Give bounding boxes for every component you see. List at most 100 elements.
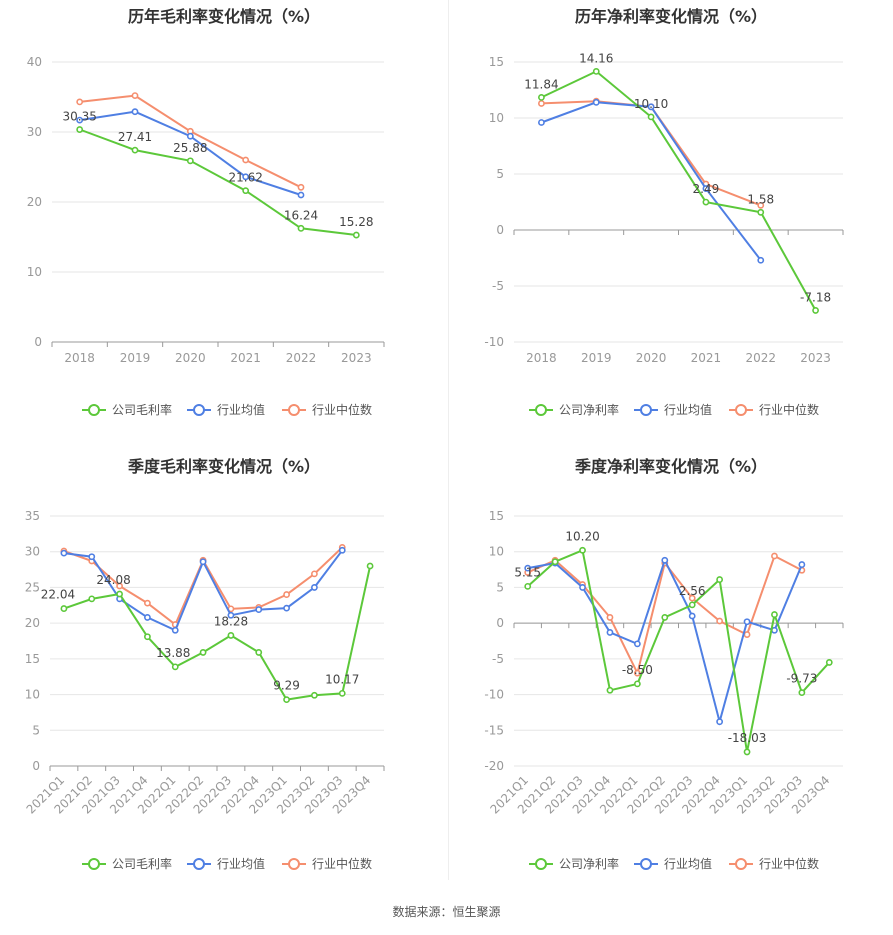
chart-title: 季度毛利率变化情况（%） xyxy=(127,457,320,476)
data-point-median xyxy=(76,98,84,106)
legend-label: 行业均值 xyxy=(217,856,265,871)
data-point-median xyxy=(283,591,290,598)
data-point-company xyxy=(283,696,290,704)
data-point-company xyxy=(716,576,724,583)
data-point-avg xyxy=(716,718,724,726)
data-point-median xyxy=(144,599,151,607)
data-point-company xyxy=(606,686,614,694)
chart-svg: 历年毛利率变化情况（%） 0 10 20 30 40 2018 2019 2020 2021 202… xyxy=(27,7,385,417)
data-point-median xyxy=(538,100,545,107)
annual-gross-margin-chart: 历年毛利率变化情况（%） 0 10 20 30 40 2018 2019 2020 2021 202… xyxy=(0,0,448,440)
data-point-company xyxy=(186,157,194,165)
data-point-avg xyxy=(338,546,346,554)
data-label: 18.28 xyxy=(214,614,248,628)
data-point-company xyxy=(60,605,68,612)
data-point-median xyxy=(311,570,318,578)
y-tick-label: 10 xyxy=(27,265,42,279)
legend-label: 行业中位数 xyxy=(759,402,819,417)
x-tick-label: 2021 xyxy=(230,351,261,365)
data-label: 25.88 xyxy=(173,141,207,155)
y-tick-label: 30 xyxy=(27,125,42,139)
data-point-avg xyxy=(633,640,641,648)
chart-title: 季度净利率变化情况（%） xyxy=(574,457,767,476)
y-tick-label: 0 xyxy=(34,335,42,349)
panel-divider xyxy=(448,0,449,880)
chart-svg: 历年净利率变化情况（%） -10 -5 0 5 10 15 2018 2019 2020 2021 2… xyxy=(484,7,844,417)
series-line-company xyxy=(527,548,831,753)
data-point-avg xyxy=(757,256,765,264)
data-label: -7.18 xyxy=(800,290,831,304)
y-tick-label: 20 xyxy=(27,195,42,209)
legend-label: 行业均值 xyxy=(217,402,265,417)
data-point-avg xyxy=(647,103,655,111)
x-tick-label: 2020 xyxy=(175,351,206,365)
data-point-avg xyxy=(242,173,250,181)
data-point-avg xyxy=(579,584,586,591)
y-tick-label: -10 xyxy=(484,335,504,349)
legend-label: 行业中位数 xyxy=(312,856,372,871)
legend-marker-avg xyxy=(640,404,652,416)
data-point-company xyxy=(88,595,96,603)
data-point-company xyxy=(116,590,123,598)
legend-label: 公司毛利率 xyxy=(112,856,172,871)
data-point-company xyxy=(144,633,151,641)
data-point-company xyxy=(633,680,641,688)
data-label: -8.50 xyxy=(622,663,653,677)
y-tick-label: 5 xyxy=(496,580,504,594)
data-label: -9.73 xyxy=(786,672,817,686)
legend-label: 公司净利率 xyxy=(559,856,619,871)
chart-svg: 季度毛利率变化情况（%）051015202530352021Q12021Q220… xyxy=(24,457,385,871)
chart-svg: 季度净利率变化情况（%）-20-15-10-50510152021Q12021Q… xyxy=(484,457,844,871)
data-point-company xyxy=(579,546,586,554)
data-label: -18.03 xyxy=(728,731,767,745)
x-tick-label: 2019 xyxy=(120,351,151,365)
y-tick-label: 0 xyxy=(32,759,40,773)
data-point-median xyxy=(242,156,250,164)
data-label: 2.49 xyxy=(693,182,720,196)
data-point-avg xyxy=(144,614,151,621)
data-point-company xyxy=(227,632,235,639)
data-point-avg xyxy=(131,108,139,116)
x-tick-label: 2022 xyxy=(745,351,776,365)
legend-marker-avg xyxy=(193,404,205,416)
data-point-company xyxy=(538,93,545,101)
x-tick-label: 2023 xyxy=(341,351,372,365)
legend-label: 行业均值 xyxy=(664,402,712,417)
data-label: 16.24 xyxy=(284,208,318,222)
y-tick-label: 5 xyxy=(32,723,40,737)
data-point-company xyxy=(524,582,532,590)
x-tick-label: 2023 xyxy=(800,351,831,365)
data-point-median xyxy=(771,552,778,560)
y-tick-label: 5 xyxy=(496,167,504,181)
y-tick-label: 15 xyxy=(25,652,40,666)
legend-label: 行业均值 xyxy=(664,856,712,871)
data-point-company xyxy=(757,208,765,216)
data-point-median xyxy=(116,582,123,590)
data-point-avg xyxy=(798,561,806,568)
y-tick-label: 25 xyxy=(25,580,40,594)
legend-marker-avg xyxy=(640,858,652,870)
data-point-avg xyxy=(297,191,305,199)
y-tick-label: 20 xyxy=(25,616,40,630)
y-tick-label: -10 xyxy=(484,688,504,702)
y-tick-label: -5 xyxy=(492,279,504,293)
data-point-company xyxy=(688,601,696,609)
data-point-company xyxy=(297,224,305,232)
data-point-company xyxy=(171,663,179,671)
data-point-company xyxy=(255,649,263,656)
data-point-company xyxy=(592,68,600,75)
chart-title: 历年净利率变化情况（%） xyxy=(575,7,767,26)
data-point-company xyxy=(771,611,778,618)
data-point-company xyxy=(743,748,751,756)
data-point-avg xyxy=(592,98,600,106)
y-tick-label: 0 xyxy=(496,223,504,237)
data-point-median xyxy=(131,92,139,99)
x-tick-label: 2018 xyxy=(64,351,95,365)
data-label: 10.17 xyxy=(325,672,359,686)
legend-marker-company xyxy=(88,858,100,870)
data-point-company xyxy=(647,113,655,121)
y-tick-label: 10 xyxy=(489,545,504,559)
data-point-median xyxy=(688,594,696,602)
quarterly-net-margin-chart: 季度净利率变化情况（%） -20 -15 -10 -5 0 5 10 15 2021Q1 2021Q… xyxy=(449,450,893,890)
data-point-avg xyxy=(606,629,614,636)
